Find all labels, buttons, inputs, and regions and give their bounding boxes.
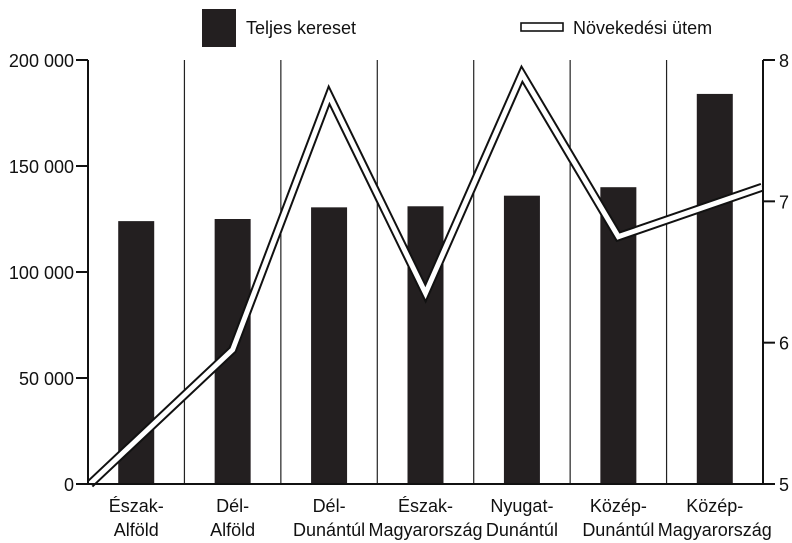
bar: [311, 207, 348, 484]
category-label: Dunántúl: [486, 520, 558, 540]
category-label: Dunántúl: [293, 520, 365, 540]
legend-bar-swatch: [202, 9, 236, 47]
legend-line-swatch: [520, 22, 564, 32]
left-tick-label: 50 000: [19, 369, 74, 389]
right-axis-ticks: 5 6 7 8: [763, 51, 789, 495]
category-label: Dunántúl: [582, 520, 654, 540]
legend-line-label: Növekedési ütem: [573, 18, 712, 38]
right-tick-label: 8: [779, 51, 789, 71]
left-tick-label: 0: [64, 475, 74, 495]
category-label: Észak-: [109, 496, 164, 516]
left-tick-label: 150 000: [9, 157, 74, 177]
bar: [696, 93, 733, 485]
legend-bar-label: Teljes kereset: [246, 18, 356, 38]
right-tick-label: 5: [779, 475, 789, 495]
category-label: Dél-: [313, 496, 346, 516]
left-axis-ticks: 0 50 000 100 000 150 000 200 000: [9, 51, 88, 495]
category-label: Magyarország: [658, 520, 772, 540]
category-label: Közép-: [590, 496, 647, 516]
right-tick-label: 7: [779, 192, 789, 212]
category-labels: Észak- Alföld Dél- Alföld Dél- Dunántúl Észak-…: [109, 496, 772, 540]
category-label: Alföld: [114, 520, 159, 540]
left-tick-label: 100 000: [9, 263, 74, 283]
legend: Teljes kereset Növekedési ütem: [202, 9, 712, 47]
category-label: Magyarország: [368, 520, 482, 540]
right-tick-label: 6: [779, 334, 789, 354]
category-label: Dél-: [216, 496, 249, 516]
left-tick-label: 200 000: [9, 51, 74, 71]
growth-line: [86, 64, 764, 488]
bar: [503, 195, 540, 484]
growth-line-series: [88, 68, 763, 486]
bar: [407, 206, 444, 484]
category-label: Közép-: [686, 496, 743, 516]
category-label: Alföld: [210, 520, 255, 540]
gridlines: [183, 60, 668, 484]
category-label: Észak-: [398, 496, 453, 516]
bars: [118, 93, 733, 485]
category-label: Nyugat-: [490, 496, 553, 516]
